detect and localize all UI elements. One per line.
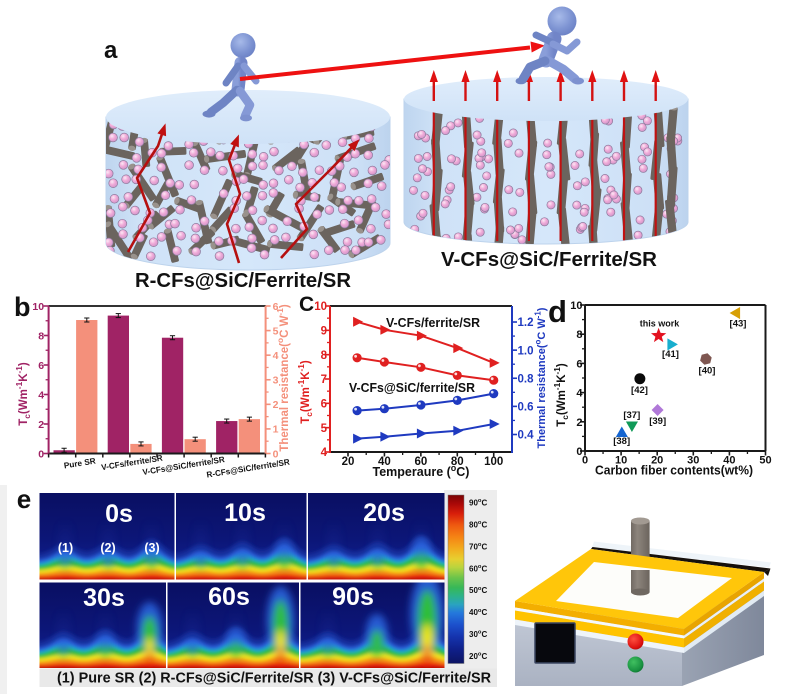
svg-text:2: 2 — [576, 417, 582, 429]
svg-text:Tc(Wm-1K-1): Tc(Wm-1K-1) — [14, 362, 32, 426]
svg-text:6: 6 — [38, 360, 44, 372]
svg-text:5: 5 — [273, 325, 279, 337]
svg-text:Temperaure (oC): Temperaure (oC) — [373, 463, 470, 479]
svg-text:(1) Pure SR (2) R-CFs@SiC/Fer: (1) Pure SR (2) R-CFs@SiC/Ferrite/SR (3)… — [57, 671, 492, 687]
svg-text:b: b — [14, 292, 31, 322]
svg-text:0s: 0s — [105, 500, 133, 528]
svg-text:V-CFs@SiC/ferrite/SR: V-CFs@SiC/ferrite/SR — [349, 380, 476, 395]
svg-text:V-CFs/ferrite/SR: V-CFs/ferrite/SR — [386, 315, 481, 330]
svg-text:0: 0 — [38, 448, 44, 460]
svg-text:6: 6 — [273, 301, 279, 313]
svg-text:4: 4 — [38, 389, 44, 401]
svg-text:2: 2 — [273, 399, 279, 411]
svg-text:50: 50 — [759, 455, 771, 467]
svg-text:4: 4 — [321, 447, 328, 459]
svg-text:Pure SR: Pure SR — [63, 456, 96, 471]
svg-text:[42]: [42] — [631, 385, 648, 396]
svg-text:C: C — [299, 293, 314, 316]
svg-text:3: 3 — [273, 375, 279, 387]
svg-text:Tc(Wm-1K-1): Tc(Wm-1K-1) — [552, 363, 570, 427]
svg-text:R-CFs@SiC/Ferrite/SR: R-CFs@SiC/Ferrite/SR — [135, 270, 352, 292]
svg-text:8: 8 — [576, 329, 582, 341]
svg-text:5: 5 — [321, 423, 328, 435]
svg-text:d: d — [548, 294, 567, 329]
svg-text:20oC: 20oC — [469, 652, 487, 661]
svg-text:(1): (1) — [58, 541, 73, 555]
svg-text:9: 9 — [321, 326, 327, 338]
svg-text:4: 4 — [576, 388, 583, 400]
svg-text:[40]: [40] — [699, 366, 716, 377]
svg-text:V-CFs@SiC/Ferrite/SR: V-CFs@SiC/Ferrite/SR — [441, 249, 658, 271]
svg-text:90s: 90s — [332, 583, 374, 611]
svg-text:100: 100 — [484, 456, 503, 468]
svg-text:8: 8 — [321, 350, 328, 362]
svg-text:e: e — [17, 484, 31, 514]
svg-text:7: 7 — [321, 374, 327, 386]
svg-text:70oC: 70oC — [469, 542, 487, 551]
svg-text:30oC: 30oC — [469, 630, 487, 639]
svg-text:10s: 10s — [224, 499, 266, 527]
svg-text:6: 6 — [321, 399, 327, 411]
svg-text:1.0: 1.0 — [518, 345, 534, 357]
svg-text:1.2: 1.2 — [518, 317, 534, 329]
svg-text:(3): (3) — [144, 541, 159, 555]
svg-text:Thermal resistance(oC W-1): Thermal resistance(oC W-1) — [533, 307, 548, 448]
svg-text:80: 80 — [451, 456, 464, 468]
svg-text:Thermal resistance(oC W-1): Thermal resistance(oC W-1) — [275, 304, 291, 452]
svg-text:0: 0 — [273, 448, 279, 460]
svg-text:20: 20 — [651, 455, 663, 467]
svg-text:Carbon fiber contents(wt%): Carbon fiber contents(wt%) — [595, 463, 753, 478]
svg-text:10: 10 — [314, 301, 327, 313]
svg-text:4: 4 — [273, 350, 279, 362]
svg-text:[39]: [39] — [649, 416, 666, 427]
svg-text:[37]: [37] — [623, 410, 640, 421]
svg-text:50oC: 50oC — [469, 586, 487, 595]
svg-text:0.6: 0.6 — [518, 402, 534, 414]
svg-text:0.8: 0.8 — [518, 373, 535, 385]
svg-text:0: 0 — [576, 446, 582, 458]
svg-text:0: 0 — [582, 455, 588, 467]
svg-text:[43]: [43] — [730, 319, 747, 330]
svg-text:60: 60 — [414, 456, 427, 468]
svg-text:30: 30 — [687, 455, 699, 467]
svg-text:10: 10 — [615, 455, 627, 467]
svg-text:8: 8 — [38, 330, 44, 342]
svg-text:20s: 20s — [363, 499, 405, 527]
svg-text:60oC: 60oC — [469, 564, 487, 573]
svg-text:1: 1 — [273, 424, 279, 436]
svg-text:[41]: [41] — [662, 349, 679, 360]
svg-text:[38]: [38] — [613, 436, 630, 447]
svg-text:40oC: 40oC — [469, 608, 487, 617]
svg-text:this work: this work — [640, 319, 681, 329]
svg-text:10: 10 — [570, 300, 582, 312]
svg-text:6: 6 — [576, 358, 582, 370]
svg-text:20: 20 — [342, 456, 355, 468]
svg-text:Tc(Wm-1K-1): Tc(Wm-1K-1) — [296, 360, 314, 424]
svg-text:30s: 30s — [83, 584, 125, 612]
svg-text:0.4: 0.4 — [518, 430, 535, 442]
svg-text:90oC: 90oC — [469, 498, 487, 507]
svg-text:40: 40 — [723, 455, 735, 467]
svg-text:60s: 60s — [208, 583, 250, 611]
svg-text:10: 10 — [32, 301, 44, 313]
svg-text:40: 40 — [378, 456, 391, 468]
svg-text:a: a — [104, 37, 118, 64]
svg-text:80oC: 80oC — [469, 520, 487, 529]
svg-text:(2): (2) — [100, 541, 115, 555]
svg-text:2: 2 — [38, 419, 44, 431]
